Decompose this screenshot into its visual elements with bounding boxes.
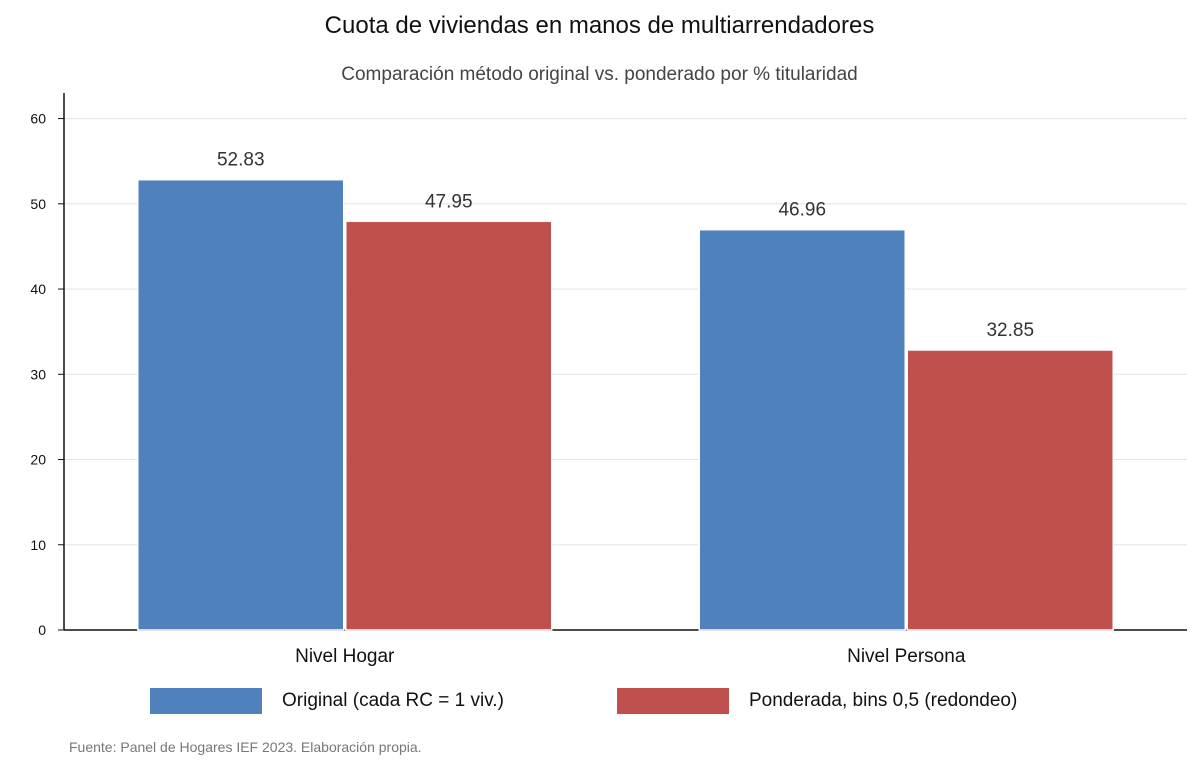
- bar-original: [137, 178, 345, 631]
- y-tick-label: 20: [30, 452, 46, 468]
- legend-label-ponderada: Ponderada, bins 0,5 (redondeo): [749, 690, 1018, 711]
- x-category-label: Nivel Hogar: [295, 646, 395, 667]
- legend-label-original: Original (cada RC = 1 viv.): [282, 690, 504, 711]
- bar-ponderada: [345, 220, 553, 631]
- bar-chart: 0 10 20 30 40 50 60 52.83 47.95 Nivel Hogar 46.96 3…: [30, 93, 1187, 667]
- x-category-label: Nivel Persona: [847, 646, 966, 667]
- legend: Original (cada RC = 1 viv.) Ponderada, b…: [0, 688, 1199, 718]
- legend-swatch-original: [150, 688, 262, 714]
- legend-swatch-ponderada: [617, 688, 729, 714]
- y-tick-label: 50: [30, 196, 46, 212]
- y-tick-label: 60: [30, 111, 46, 127]
- data-label: 46.96: [778, 200, 826, 221]
- legend-item-original: Original (cada RC = 1 viv.): [150, 688, 504, 714]
- data-label: 52.83: [217, 150, 265, 171]
- source-note: Fuente: Panel de Hogares IEF 2023. Elabo…: [69, 739, 422, 755]
- y-tick-label: 10: [30, 537, 46, 553]
- chart-title: Cuota de viviendas en manos de multiarre…: [324, 12, 875, 39]
- bar-original: [698, 228, 906, 631]
- data-label: 32.85: [986, 320, 1034, 341]
- legend-item-ponderada: Ponderada, bins 0,5 (redondeo): [617, 688, 1017, 714]
- y-tick-label: 0: [38, 622, 46, 638]
- y-tick-label: 30: [30, 366, 46, 382]
- bar-ponderada: [906, 349, 1114, 631]
- chart-subtitle: Comparación método original vs. ponderad…: [341, 64, 858, 85]
- data-label: 47.95: [425, 191, 473, 212]
- y-tick-label: 40: [30, 281, 46, 297]
